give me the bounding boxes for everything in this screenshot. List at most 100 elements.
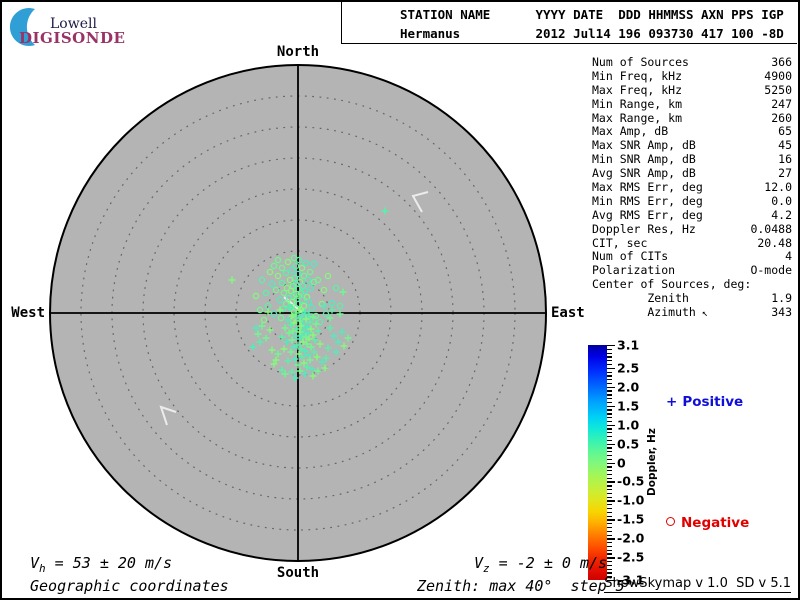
colorbar-label: 3.1	[617, 337, 640, 353]
colorbar-tick	[607, 473, 612, 476]
source-point-negative	[266, 268, 274, 276]
compass-north-label: North	[276, 44, 320, 60]
source-point-negative	[278, 264, 286, 272]
stats-value: 27	[778, 166, 792, 181]
source-point-positive	[297, 322, 305, 330]
stats-row: Zenith 1.9	[592, 291, 792, 306]
stats-row: Avg RMS Err, deg 4.2	[592, 208, 792, 223]
source-point-negative	[277, 314, 285, 322]
source-point-negative	[270, 310, 278, 318]
station-header: STATION NAME YYYY DATE DDD HHMMSS AXN PP…	[341, 2, 797, 44]
source-point-negative	[268, 280, 276, 288]
source-point-negative	[332, 284, 340, 292]
stats-row: Min SNR Amp, dB 16	[592, 152, 792, 167]
negative-circle-icon	[666, 517, 675, 526]
stats-row: Min Range, km 247	[592, 96, 792, 112]
colorbar-label: 1.0	[617, 417, 640, 433]
source-point-positive	[321, 364, 329, 372]
stats-value: 4	[785, 249, 792, 264]
source-point-negative	[298, 296, 306, 304]
legend-positive: + Positive	[666, 394, 743, 410]
colorbar-tick	[607, 454, 612, 457]
stats-row: Min Freq, kHz 4900	[592, 69, 792, 84]
source-point-positive	[266, 326, 274, 334]
colorbar-tick	[607, 424, 615, 426]
stats-row: Max RMS Err, deg 12.0	[592, 180, 792, 195]
stats-row: Max Amp, dB 65	[592, 125, 792, 139]
source-point-positive	[303, 340, 311, 348]
colorbar-tick	[607, 367, 615, 370]
source-point-positive	[291, 374, 299, 382]
stats-label: CIT, sec	[592, 235, 648, 250]
source-point-positive	[304, 329, 312, 337]
source-point-positive	[301, 370, 309, 378]
colorbar-tick	[607, 545, 612, 548]
stats-row: Num of CITs 4	[592, 250, 792, 264]
source-point-negative	[316, 318, 324, 326]
colorbar-tick	[607, 432, 612, 434]
stats-value: 12.0	[764, 180, 792, 195]
colorbar-tick	[607, 428, 612, 430]
stats-label: Azimuth ↖	[592, 305, 708, 320]
source-point-positive	[301, 347, 309, 355]
source-point-positive	[287, 348, 295, 356]
stats-row: Doppler Res, Hz 0.0488	[592, 221, 792, 237]
colorbar-tick	[607, 386, 615, 388]
colorbar-tick	[607, 511, 612, 514]
compass-east-label: East	[551, 305, 585, 321]
stats-label: Min RMS Err, deg	[592, 193, 703, 208]
stats-label: Max SNR Amp, dB	[592, 138, 696, 153]
source-point-negative	[280, 289, 288, 297]
stats-label: Max RMS Err, deg	[592, 180, 703, 195]
colorbar-tick	[607, 496, 612, 498]
vertical-velocity-readout: Vz = -2 ± 0 m/s	[474, 554, 608, 575]
source-point-negative	[306, 268, 314, 276]
source-point-positive	[292, 332, 300, 340]
source-point-negative	[274, 272, 282, 280]
colorbar-tick	[607, 580, 615, 582]
colorbar-label: 2.5	[617, 360, 640, 376]
source-point-positive	[311, 336, 319, 344]
stats-value: 65	[778, 124, 792, 139]
source-point-positive	[254, 330, 262, 338]
colorbar-tick	[607, 417, 612, 419]
compass-south-label: South	[276, 565, 320, 581]
stats-row: Min RMS Err, deg 0.0	[592, 193, 792, 209]
stats-value: 0.0488	[750, 221, 792, 236]
source-point-positive	[270, 360, 278, 368]
source-point-negative	[288, 266, 296, 274]
colorbar-tick	[607, 542, 612, 544]
stats-value: 0.0	[771, 193, 792, 208]
stats-row: Max Range, km 260	[592, 111, 792, 126]
stats-row: Max Freq, kHz 5250	[592, 83, 792, 98]
source-point-positive	[307, 325, 315, 333]
colorbar-label: 2.0	[617, 379, 640, 395]
stats-label: Min Range, km	[592, 96, 683, 111]
source-point-negative	[285, 294, 293, 302]
source-point-negative	[314, 276, 322, 284]
source-point-negative	[272, 286, 280, 294]
direction-chevron-icon	[411, 191, 429, 213]
colorbar-tick	[607, 553, 612, 555]
colorbar-tick	[607, 413, 612, 415]
colorbar-tick	[607, 549, 612, 551]
source-point-positive	[332, 348, 340, 356]
source-point-positive	[280, 345, 288, 353]
source-point-positive	[276, 306, 284, 314]
source-point-positive	[278, 333, 286, 341]
source-point-negative	[322, 310, 330, 318]
colorbar-tick	[607, 348, 612, 351]
colorbar-tick	[607, 515, 612, 517]
source-point-positive	[284, 357, 292, 365]
source-point-negative	[307, 284, 315, 292]
source-point-positive	[297, 345, 305, 353]
source-point-negative	[258, 276, 266, 284]
source-point-positive	[296, 367, 304, 375]
source-point-negative	[310, 260, 318, 268]
source-point-positive	[309, 372, 317, 380]
source-point-positive	[301, 308, 309, 316]
colorbar-tick	[607, 398, 612, 400]
source-point-positive	[299, 338, 307, 346]
colorbar-tick	[607, 477, 612, 479]
source-point-positive	[322, 354, 330, 362]
